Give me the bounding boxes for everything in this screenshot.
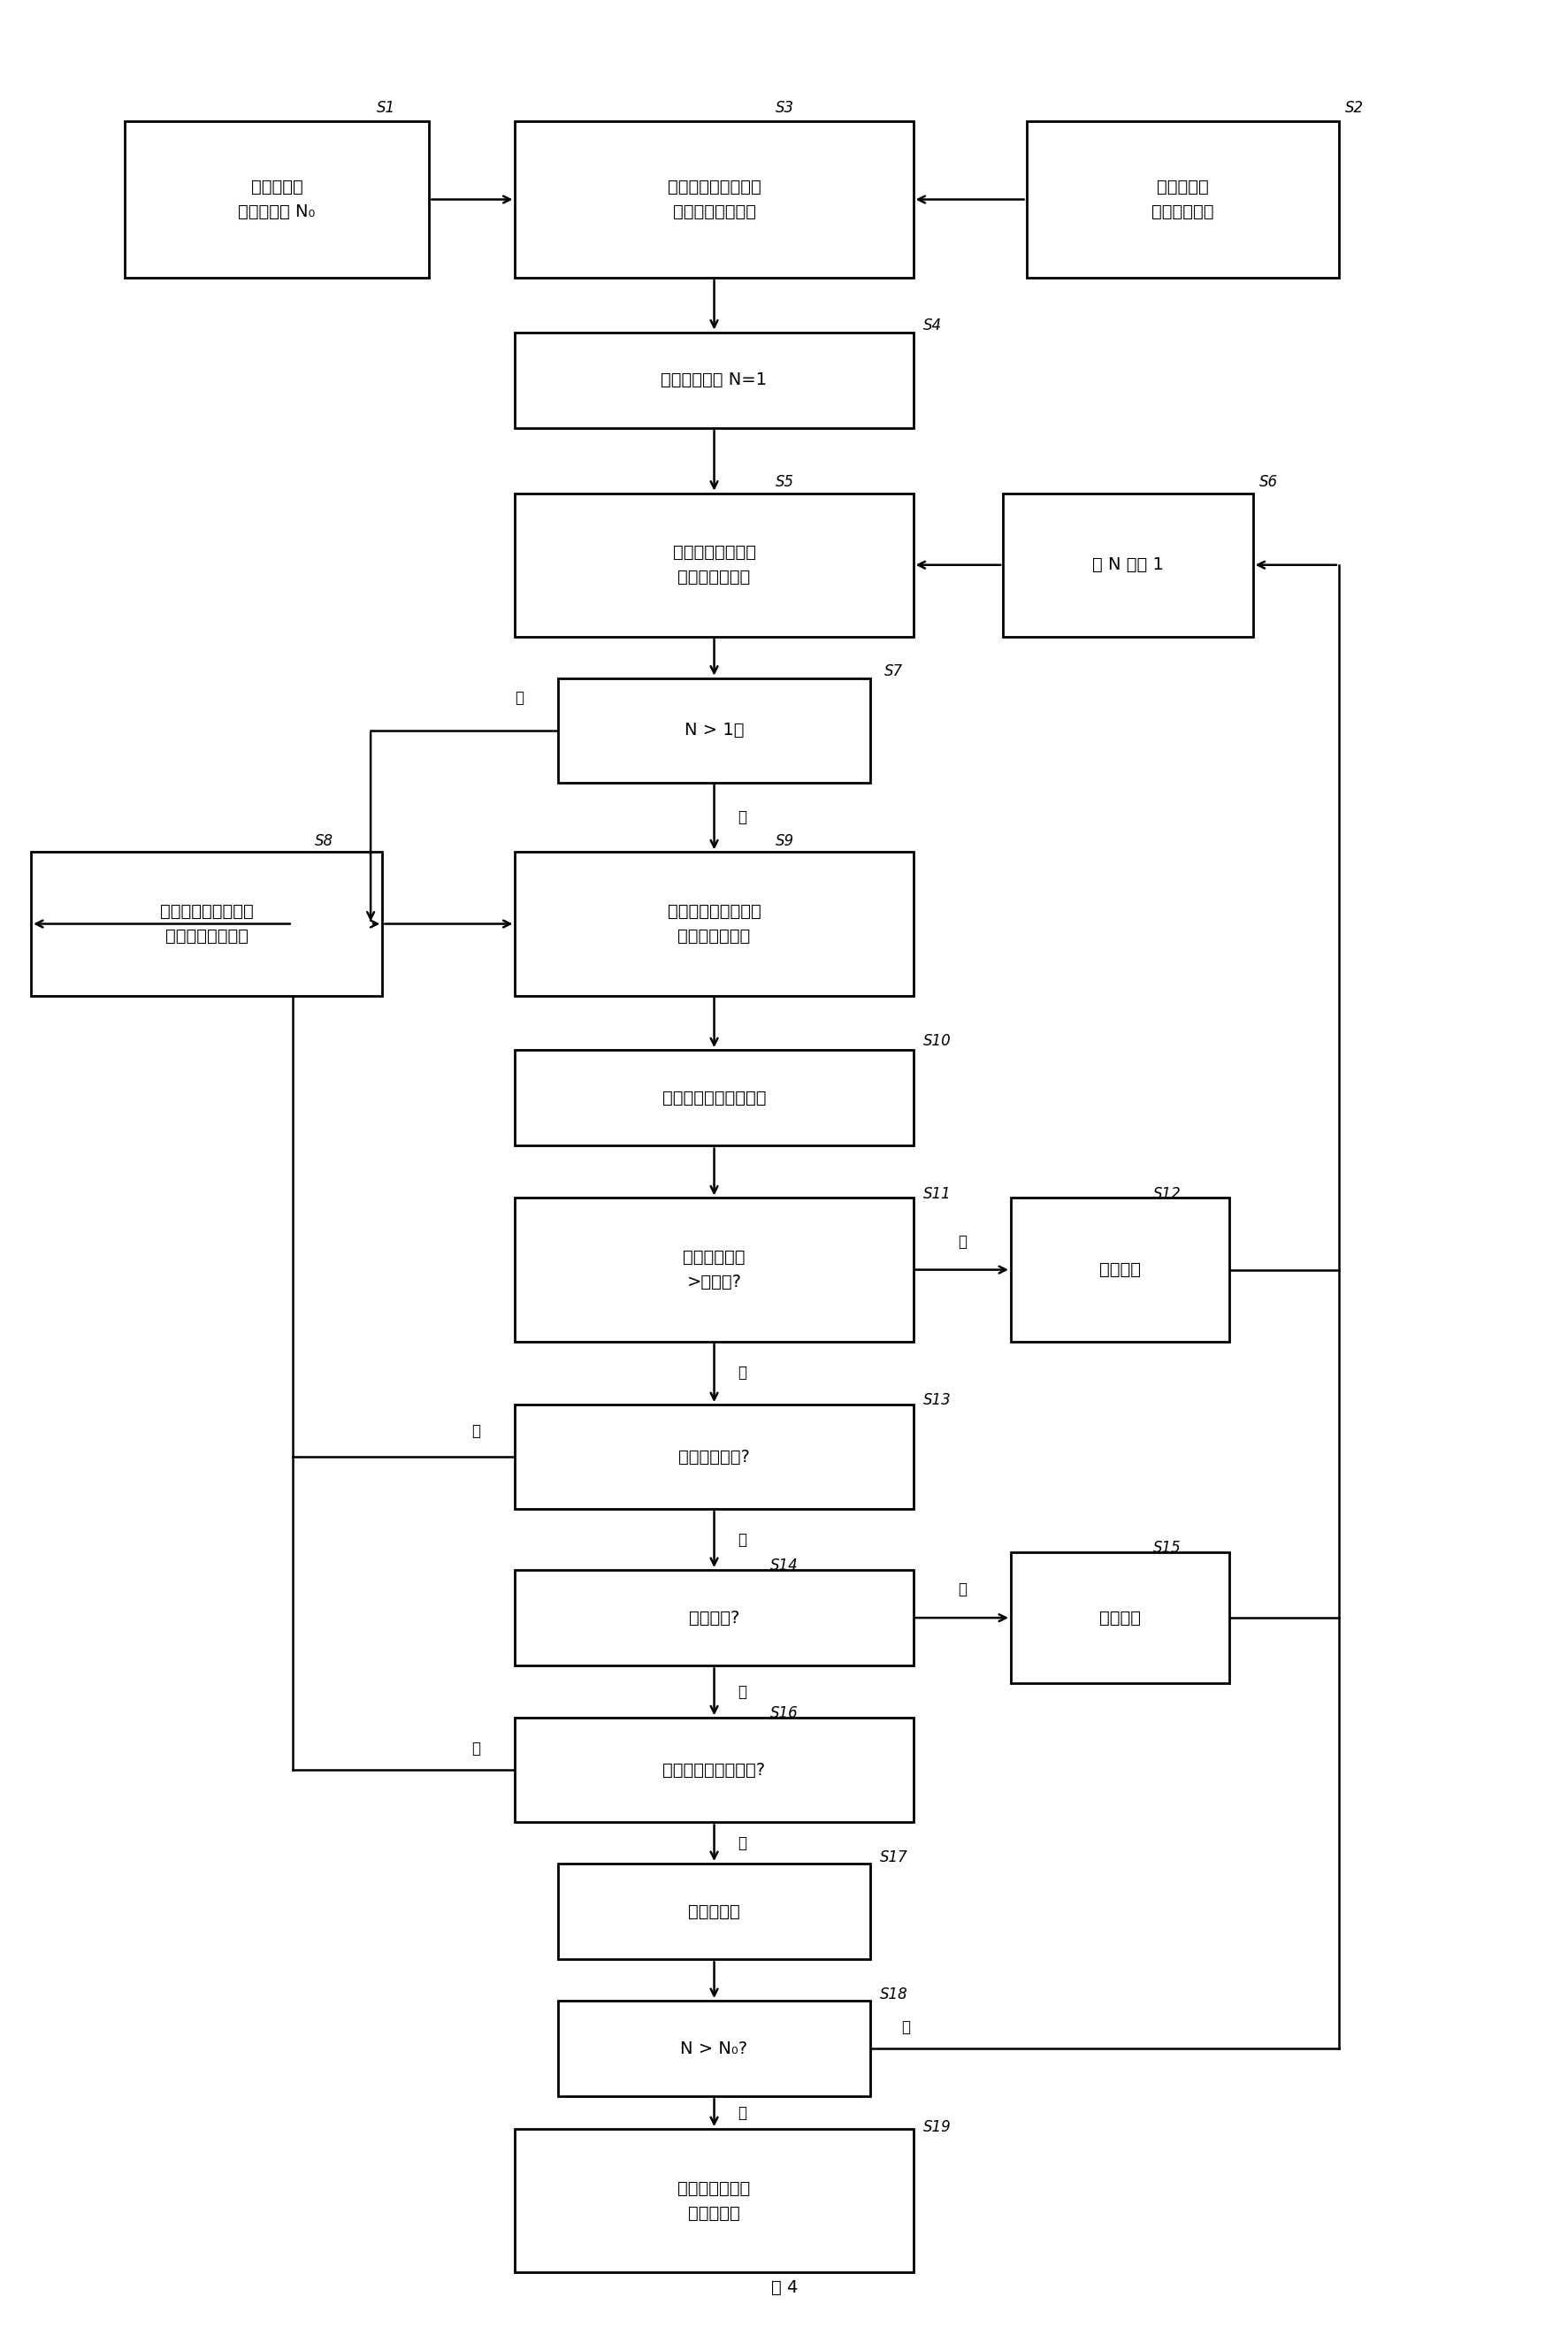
Text: 累计行进路程
>总路程?: 累计行进路程 >总路程? — [682, 1249, 745, 1291]
Bar — [514, 1406, 913, 1508]
Text: 追踪光子至下一散射点: 追踪光子至下一散射点 — [662, 1090, 765, 1107]
Text: 是否被测量光纤接受?: 是否被测量光纤接受? — [662, 1761, 765, 1779]
Text: 测样光学和
边界几何参数: 测样光学和 边界几何参数 — [1151, 180, 1214, 219]
Text: 是: 是 — [956, 1581, 966, 1597]
Bar — [514, 1198, 913, 1343]
Text: 是: 是 — [514, 689, 524, 705]
Text: S13: S13 — [924, 1392, 950, 1408]
Bar — [514, 852, 913, 995]
Text: 是: 是 — [737, 1835, 746, 1852]
Text: 是: 是 — [737, 2104, 746, 2120]
Bar — [514, 332, 913, 427]
Text: S11: S11 — [924, 1186, 950, 1203]
Text: S16: S16 — [770, 1705, 798, 1721]
Text: S12: S12 — [1152, 1186, 1181, 1203]
Text: 根据散射相函数随机
决定光子散射角度: 根据散射相函数随机 决定光子散射角度 — [160, 904, 254, 946]
Text: S19: S19 — [924, 2118, 950, 2134]
Text: 入射光参数
和光子总数 N₀: 入射光参数 和光子总数 N₀ — [238, 180, 315, 219]
Text: S3: S3 — [775, 100, 793, 117]
Text: S7: S7 — [884, 663, 903, 679]
Text: 否: 否 — [472, 1422, 480, 1438]
Text: 根据吸收系数随机
决定光子总路程: 根据吸收系数随机 决定光子总路程 — [673, 544, 756, 586]
Text: S10: S10 — [924, 1034, 950, 1048]
Bar — [514, 2130, 913, 2272]
Bar — [558, 2001, 870, 2097]
Text: 计算光信号: 计算光信号 — [688, 1903, 740, 1919]
Text: 程序结束并输出
计算光信号: 程序结束并输出 计算光信号 — [677, 2181, 750, 2221]
Text: S18: S18 — [880, 1987, 908, 2001]
Bar — [1010, 1553, 1229, 1684]
Text: S17: S17 — [880, 1849, 908, 1866]
Text: S15: S15 — [1152, 1541, 1181, 1555]
Text: 将 N 增加 1: 将 N 增加 1 — [1091, 556, 1163, 574]
Text: S2: S2 — [1344, 100, 1363, 117]
Text: S6: S6 — [1259, 474, 1276, 490]
Bar — [558, 677, 870, 782]
Text: S14: S14 — [770, 1557, 798, 1574]
Text: N > N₀?: N > N₀? — [681, 2041, 748, 2057]
Bar — [1010, 1198, 1229, 1343]
Text: 是否接触边界?: 是否接触边界? — [677, 1448, 750, 1466]
Bar — [514, 121, 913, 278]
Text: 光子吸收: 光子吸收 — [1099, 1261, 1140, 1277]
Bar — [558, 1863, 870, 1959]
Text: N > 1？: N > 1？ — [684, 722, 743, 738]
Text: 光子逃逸: 光子逃逸 — [1099, 1609, 1140, 1625]
Text: 否: 否 — [737, 1684, 746, 1700]
Text: 是: 是 — [956, 1233, 966, 1249]
Text: 否: 否 — [472, 1740, 480, 1756]
Bar — [514, 1569, 913, 1665]
Text: S5: S5 — [775, 474, 793, 490]
Text: 被追踪光子数 N=1: 被追踪光子数 N=1 — [660, 371, 767, 388]
Text: 否: 否 — [737, 1366, 746, 1380]
Text: S1: S1 — [376, 100, 395, 117]
Text: 是: 是 — [737, 1532, 746, 1548]
Bar — [514, 493, 913, 637]
Text: 由光子的入射方向决
定其初始行进方向: 由光子的入射方向决 定其初始行进方向 — [666, 180, 760, 219]
Bar — [1002, 493, 1253, 637]
Text: S9: S9 — [775, 834, 793, 850]
Text: S4: S4 — [924, 318, 942, 334]
Text: S8: S8 — [314, 834, 332, 850]
Text: 否: 否 — [902, 2020, 909, 2034]
Bar — [124, 121, 430, 278]
Text: 否: 否 — [737, 810, 746, 824]
Text: 根据散射系数随机决
定光子自由路程: 根据散射系数随机决 定光子自由路程 — [666, 904, 760, 946]
Bar — [514, 1051, 913, 1146]
Text: 溢出测样?: 溢出测样? — [688, 1609, 739, 1625]
Bar — [1025, 121, 1338, 278]
Bar — [514, 1719, 913, 1821]
Bar — [31, 852, 383, 995]
Text: 图 4: 图 4 — [770, 2279, 798, 2295]
